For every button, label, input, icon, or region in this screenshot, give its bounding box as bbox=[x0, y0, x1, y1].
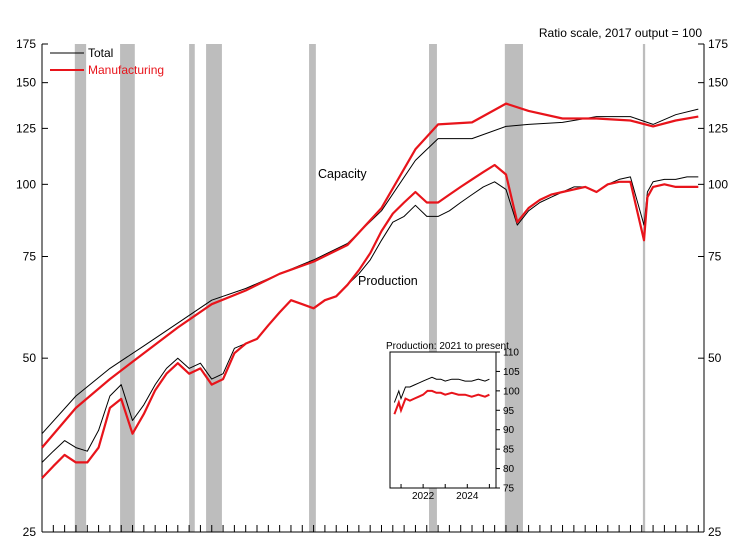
inset-y-tick-label: 95 bbox=[503, 406, 515, 417]
inset-frame bbox=[389, 351, 497, 489]
y-tick-label-left: 25 bbox=[23, 525, 37, 536]
inset-x-tick-label: 2022 bbox=[412, 491, 435, 502]
series-line-manufacturing-capacity bbox=[41, 102, 699, 449]
recession-band bbox=[120, 44, 135, 532]
y-tick-label-right: 75 bbox=[708, 249, 722, 263]
y-tick-label-left: 50 bbox=[23, 351, 37, 365]
legend-label-manufacturing: Manufacturing bbox=[88, 63, 164, 77]
recession-band bbox=[74, 44, 87, 532]
series-line-manufacturing-production bbox=[41, 163, 699, 479]
inset-chart: Production: 2021 to present 75 80 85 90 95 10… bbox=[386, 341, 520, 502]
inset-title: Production: 2021 to present bbox=[386, 341, 509, 352]
inset-series-lines bbox=[393, 376, 490, 415]
legend: Total Manufacturing bbox=[50, 46, 164, 77]
recession-band bbox=[504, 44, 523, 532]
production-annotation: Production bbox=[358, 274, 418, 288]
inset-axes: 75 80 85 90 95 100 105 110 2022 2024 bbox=[400, 348, 520, 502]
inset-y-tick-label: 110 bbox=[503, 348, 519, 359]
y-tick-label-right: 100 bbox=[708, 177, 728, 191]
inset-y-tick-label: 80 bbox=[503, 464, 515, 475]
series-lines bbox=[41, 102, 699, 479]
recession-bands bbox=[74, 44, 646, 532]
inset-series-line-total bbox=[393, 376, 490, 403]
y-tick-label-right: 50 bbox=[708, 351, 722, 365]
legend-label-total: Total bbox=[88, 46, 113, 60]
y-tick-label-left: 125 bbox=[16, 121, 36, 135]
inset-y-tick-label: 85 bbox=[503, 445, 515, 456]
inset-y-tick-label: 75 bbox=[503, 484, 515, 495]
y-tick-label-right: 25 bbox=[708, 525, 722, 536]
scale-note: Ratio scale, 2017 output = 100 bbox=[539, 26, 702, 40]
inset-y-tick-label: 90 bbox=[503, 425, 515, 436]
series-line-total-capacity bbox=[41, 108, 699, 435]
y-tick-label-left: 150 bbox=[16, 76, 36, 90]
y-tick-label-left: 175 bbox=[16, 37, 36, 51]
recession-band bbox=[429, 44, 437, 532]
inset-y-tick-label: 100 bbox=[503, 386, 520, 397]
inset-x-tick-label: 2024 bbox=[456, 491, 479, 502]
recession-band bbox=[642, 44, 646, 532]
recession-band bbox=[206, 44, 222, 532]
inset-y-tick-label: 105 bbox=[503, 367, 520, 378]
capacity-annotation: Capacity bbox=[318, 167, 367, 181]
y-tick-label-right: 125 bbox=[708, 121, 728, 135]
recession-band bbox=[189, 44, 195, 532]
axes: 25 25 50 50 75 75 100 100 125 125 150 150 175 175 bbox=[16, 37, 728, 536]
y-tick-label-left: 100 bbox=[16, 177, 36, 191]
y-tick-label-right: 175 bbox=[708, 37, 728, 51]
y-tick-label-right: 150 bbox=[708, 76, 728, 90]
recession-band bbox=[309, 44, 316, 532]
y-tick-label-left: 75 bbox=[23, 249, 37, 263]
inset-series-line-manufacturing bbox=[393, 389, 490, 415]
